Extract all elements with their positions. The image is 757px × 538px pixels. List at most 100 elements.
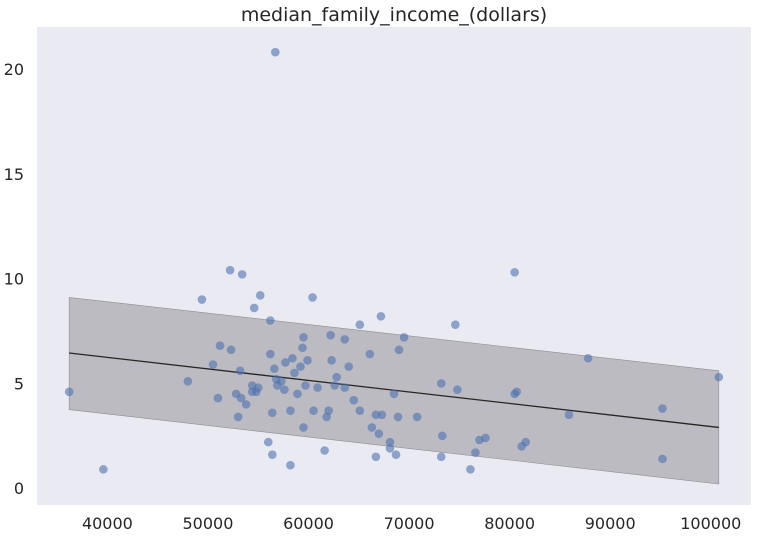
data-point <box>326 330 335 340</box>
x-tick-label: 100000 <box>680 514 741 533</box>
data-point <box>365 349 375 359</box>
data-point <box>340 335 350 344</box>
data-point <box>268 450 277 459</box>
data-points <box>64 47 724 474</box>
data-point <box>658 454 667 464</box>
data-point <box>714 372 724 382</box>
data-point <box>510 267 519 277</box>
data-point <box>263 437 273 447</box>
data-point <box>377 410 387 420</box>
data-point <box>391 450 401 459</box>
data-point <box>99 465 108 474</box>
y-tick-label: 5 <box>14 374 24 393</box>
x-tick-label: 50000 <box>183 514 234 533</box>
y-tick-label: 0 <box>14 479 24 498</box>
data-point <box>658 404 667 413</box>
data-point <box>266 316 275 325</box>
data-point <box>293 389 302 399</box>
data-point <box>208 360 218 369</box>
data-point <box>320 446 329 455</box>
data-point <box>371 452 381 462</box>
data-point <box>213 393 223 403</box>
data-point <box>271 47 280 57</box>
data-point <box>332 372 341 382</box>
data-point <box>286 406 295 415</box>
x-tick-label: 40000 <box>82 514 133 533</box>
data-point <box>249 303 259 313</box>
data-point <box>371 410 381 420</box>
chart-title: median_family_income_(dollars) <box>241 4 547 26</box>
data-point <box>233 412 243 422</box>
x-tick-label: 70000 <box>384 514 435 533</box>
data-point <box>64 387 74 397</box>
data-point <box>399 332 409 342</box>
x-tick-label: 80000 <box>484 514 535 533</box>
y-tick-label: 15 <box>4 165 24 184</box>
data-point <box>288 353 297 363</box>
data-point <box>436 452 446 462</box>
data-point <box>412 412 422 422</box>
data-point <box>296 362 305 371</box>
data-point <box>466 465 475 474</box>
data-point <box>301 381 310 390</box>
data-point <box>451 320 460 330</box>
data-point <box>583 353 593 363</box>
data-point <box>436 379 446 388</box>
data-point <box>453 385 462 394</box>
data-point <box>564 410 574 420</box>
data-point <box>512 387 521 397</box>
data-point <box>308 293 317 302</box>
data-point <box>355 320 365 330</box>
y-tick-label: 10 <box>4 270 24 289</box>
data-point <box>255 291 265 300</box>
data-point <box>340 383 350 392</box>
data-point <box>281 358 290 367</box>
data-point <box>197 295 207 304</box>
data-point <box>280 385 289 394</box>
data-point <box>376 312 386 321</box>
data-point <box>286 460 295 470</box>
data-point <box>299 423 308 432</box>
data-point <box>266 349 275 359</box>
data-point <box>309 406 318 415</box>
data-point <box>236 393 246 403</box>
data-point <box>270 364 279 374</box>
data-point <box>298 343 307 353</box>
data-point <box>344 362 354 371</box>
data-point <box>277 377 286 386</box>
data-point <box>299 332 308 342</box>
data-point <box>385 437 395 447</box>
data-point <box>393 412 403 422</box>
data-point <box>327 356 336 365</box>
data-point <box>471 448 480 457</box>
data-point <box>241 400 251 409</box>
y-tick-label: 20 <box>4 60 24 79</box>
data-point <box>303 356 312 365</box>
data-point <box>253 383 263 392</box>
y-axis-ticks: 0 5 10 15 20 <box>4 60 24 498</box>
data-point <box>437 431 447 441</box>
data-point <box>225 265 235 275</box>
data-point <box>324 406 333 415</box>
data-point <box>313 383 322 392</box>
data-point <box>215 341 225 350</box>
data-point <box>330 381 339 390</box>
data-point <box>235 366 245 376</box>
x-tick-label: 90000 <box>585 514 636 533</box>
data-point <box>481 433 490 443</box>
x-axis-ticks: 40000 50000 60000 70000 80000 90000 100000 <box>82 514 741 533</box>
data-point <box>385 444 395 453</box>
data-point <box>237 270 247 279</box>
data-point <box>367 423 377 432</box>
data-point <box>290 368 299 378</box>
data-point <box>183 377 193 386</box>
x-tick-label: 60000 <box>283 514 334 533</box>
data-point <box>226 345 236 355</box>
data-point <box>394 345 404 355</box>
data-point <box>389 389 399 399</box>
data-point <box>355 406 365 415</box>
data-point <box>349 395 359 405</box>
data-point <box>268 408 277 418</box>
data-point <box>521 437 531 447</box>
